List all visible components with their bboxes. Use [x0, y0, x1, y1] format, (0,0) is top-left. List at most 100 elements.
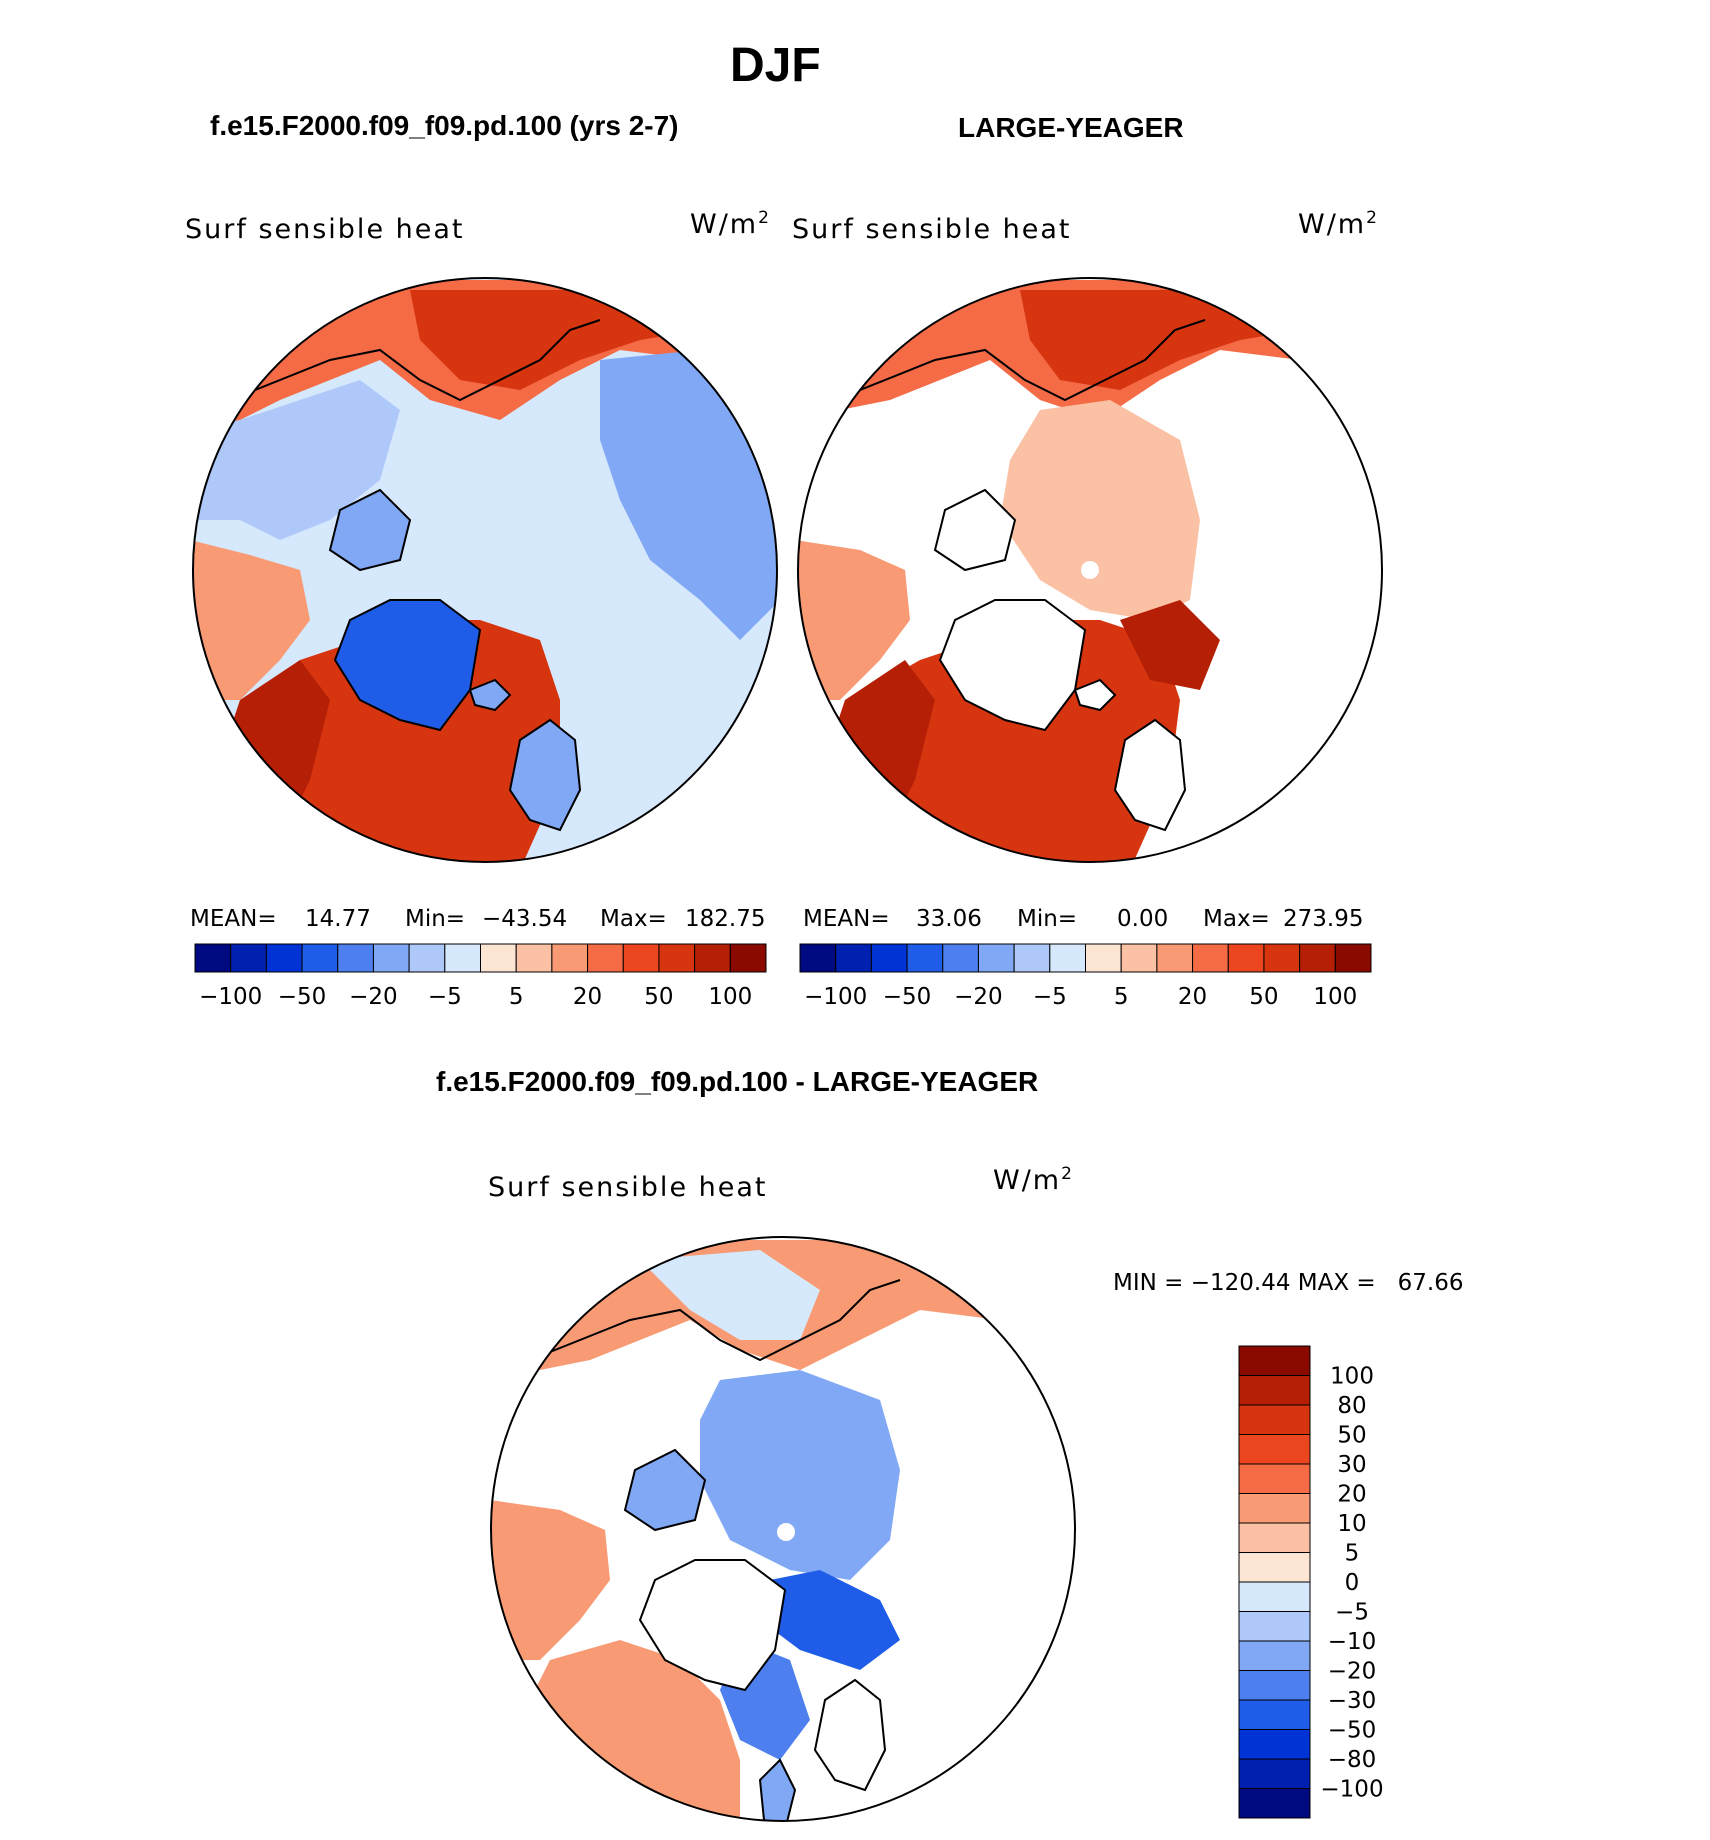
- right-greenland: [938, 599, 1087, 732]
- right-colorbar-swatch: [1263, 943, 1301, 973]
- diff-colorbar-swatch: [1238, 1434, 1311, 1465]
- left-eurasia-coastline: [229, 319, 601, 402]
- left-map-border: [192, 277, 778, 863]
- right-iceland: [1073, 678, 1117, 712]
- left-alaska-warm: [193, 540, 310, 700]
- diff-eurasia-coastline: [529, 1279, 901, 1362]
- left-colorbar-swatch: [444, 943, 481, 973]
- diff-colorbar-tick-label: −10: [1328, 1629, 1377, 1655]
- left-scandinavia: [508, 718, 582, 832]
- left-max-value: 182.75: [685, 906, 766, 932]
- left-colorbar-tick-label: −5: [428, 984, 462, 1010]
- left-colorbar: −100 −50 −20 −5 5 20 50 100: [194, 943, 767, 1010]
- left-siberia-blue: [193, 380, 400, 540]
- right-arctic-ice: [1000, 400, 1200, 620]
- diff-colorbar-swatch: [1238, 1404, 1311, 1435]
- diff-colorbar-swatch: [1238, 1788, 1311, 1819]
- right-min-value: 0.00: [1117, 906, 1169, 932]
- diff-arctic-blue: [700, 1370, 900, 1580]
- right-max-label: Max=: [1203, 906, 1270, 932]
- left-max-label: Max=: [600, 906, 667, 932]
- diff-map-border: [490, 1236, 1076, 1822]
- diff-title: f.e15.F2000.f09_f09.pd.100 - LARGE-YEAGE…: [436, 1066, 1039, 1097]
- right-mean-label: MEAN=: [803, 906, 890, 932]
- right-colorbar-swatch: [835, 943, 872, 973]
- left-colorbar-swatch: [337, 943, 374, 973]
- left-variable-label: Surf sensible heat: [185, 214, 465, 245]
- diff-variable-label: Surf sensible heat: [488, 1172, 768, 1203]
- right-barents-hot: [1120, 600, 1220, 690]
- diff-polar-map: [491, 1237, 1075, 1821]
- left-colorbar-swatch: [587, 943, 624, 973]
- left-colorbar-swatch: [408, 943, 446, 973]
- diff-colorbar-swatch: [1238, 1463, 1311, 1494]
- left-iceland: [468, 678, 512, 712]
- diff-colorbar-swatch: [1238, 1611, 1311, 1642]
- diff-colorbar-swatch: [1238, 1552, 1311, 1583]
- left-colorbar-swatch: [372, 943, 410, 973]
- right-colorbar-tick-label: 5: [1114, 984, 1129, 1010]
- right-max-value: 273.95: [1283, 906, 1364, 932]
- right-colorbar-tick-label: −100: [804, 984, 867, 1010]
- right-colorbar-swatch: [1334, 943, 1372, 973]
- left-mean-label: MEAN=: [190, 906, 277, 932]
- right-colorbar-swatch: [1299, 943, 1336, 973]
- diff-colorbar-tick-label: 30: [1337, 1452, 1366, 1478]
- diff-colorbar-swatch: [1238, 1522, 1311, 1553]
- diff-colorbar-tick-label: 80: [1337, 1393, 1366, 1419]
- diff-colorbar-swatch: [1238, 1640, 1311, 1671]
- left-colorbar-swatch: [694, 943, 731, 973]
- diff-colorbar-tick-label: 10: [1337, 1511, 1366, 1537]
- diff-colorbar-tick-label: 50: [1337, 1423, 1366, 1449]
- diff-colorbar-swatch: [1238, 1581, 1311, 1612]
- diff-colorbar-tick-label: −50: [1328, 1718, 1377, 1744]
- left-colorbar-swatch: [729, 943, 767, 973]
- diff-colorbar-tick-label: 5: [1345, 1541, 1360, 1567]
- right-colorbar-swatch: [870, 943, 908, 973]
- left-canadian-archipelago: [328, 488, 412, 572]
- diff-colorbar-tick-label: −30: [1328, 1688, 1377, 1714]
- diff-units-label: W/m2: [993, 1164, 1074, 1196]
- right-mean-value: 33.06: [916, 906, 982, 932]
- left-colorbar-swatch: [480, 943, 517, 973]
- left-colorbar-tick-label: −20: [349, 984, 398, 1010]
- left-min-label: Min=: [405, 906, 466, 932]
- right-colorbar-tick-label: −20: [954, 984, 1003, 1010]
- left-colorbar-swatch: [301, 943, 339, 973]
- right-alaska-warm: [798, 540, 910, 700]
- diff-minmax-text: MIN = −120.44 MAX = 67.66: [1113, 1270, 1464, 1296]
- diff-eurasia-blue: [640, 1250, 820, 1340]
- left-colorbar-swatch: [551, 943, 589, 973]
- left-min-value: −43.54: [482, 906, 568, 932]
- left-colorbar-tick-label: 5: [509, 984, 524, 1010]
- right-colorbar-swatch: [1120, 943, 1158, 973]
- diff-colorbar-swatch: [1238, 1670, 1311, 1701]
- right-variable-label: Surf sensible heat: [792, 214, 1072, 245]
- diff-colorbar-tick-label: 100: [1330, 1364, 1374, 1390]
- right-eurasia-coastline: [834, 319, 1206, 402]
- diff-colorbar-swatch: [1238, 1729, 1311, 1760]
- diff-colorbar-tick-label: 0: [1345, 1570, 1360, 1596]
- diff-colorbar-tick-label: −5: [1335, 1600, 1369, 1626]
- left-colorbar-swatch: [515, 943, 553, 973]
- right-colorbar-swatch: [1013, 943, 1051, 973]
- right-eurasia-hot: [1020, 290, 1300, 390]
- right-colorbar-swatch: [906, 943, 944, 973]
- left-colorbar-tick-label: −100: [199, 984, 262, 1010]
- left-colorbar-swatch: [230, 943, 267, 973]
- right-colorbar-swatch: [1156, 943, 1194, 973]
- diff-greenland: [638, 1559, 787, 1692]
- diff-colorbar-swatch: [1238, 1493, 1311, 1524]
- left-colorbar-swatch: [658, 943, 696, 973]
- diff-colorbar-swatch: [1238, 1699, 1311, 1730]
- left-colorbar-tick-label: 20: [573, 984, 602, 1010]
- diff-canadian-archipelago: [623, 1448, 707, 1532]
- left-canada-blue: [600, 350, 777, 640]
- right-colorbar-swatch: [1227, 943, 1265, 973]
- right-map-border: [797, 277, 1383, 863]
- left-colorbar-tick-label: 100: [708, 984, 752, 1010]
- right-colorbar-swatch: [977, 943, 1015, 973]
